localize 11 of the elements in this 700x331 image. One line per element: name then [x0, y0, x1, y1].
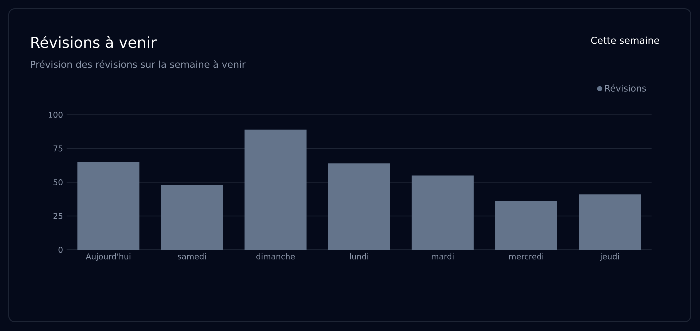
legend-label: Révisions: [605, 84, 646, 92]
bar: [161, 185, 224, 250]
bar: [244, 130, 307, 250]
bar: [412, 176, 474, 250]
chart-subtitle: Prévision des révisions sur la semaine à venir: [31, 60, 246, 68]
bar: [328, 164, 390, 250]
bar: [496, 201, 558, 250]
bar: [78, 162, 140, 250]
bar: [579, 194, 642, 250]
chart-title: Révisions à venir: [32, 36, 157, 48]
text: Cette semaine: [591, 36, 660, 44]
